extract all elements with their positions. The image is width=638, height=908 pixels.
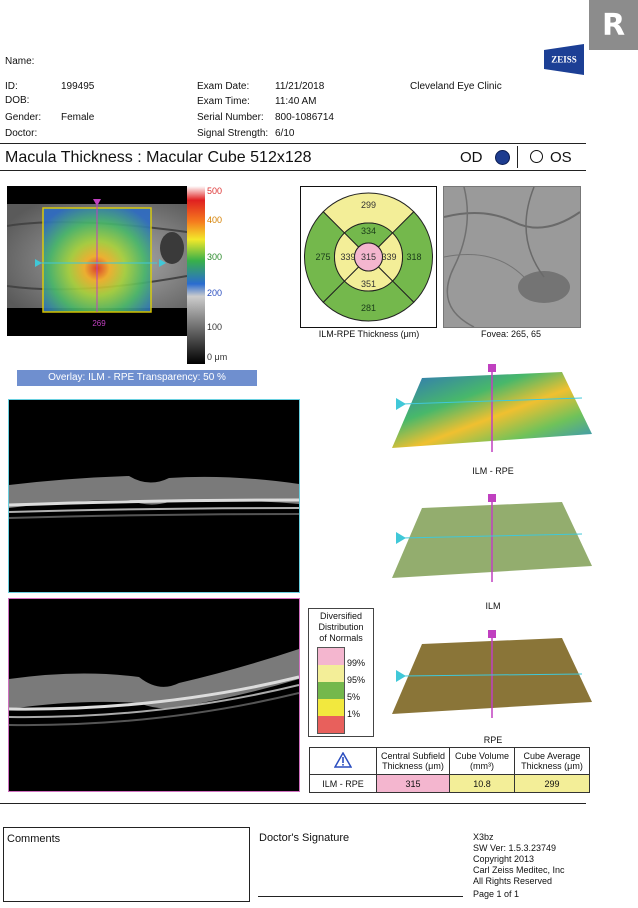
col-central-subfield: Central Subfield Thickness (μm) bbox=[376, 747, 450, 775]
serial-label: Serial Number: bbox=[197, 112, 264, 123]
rpe-3d-surface bbox=[392, 630, 592, 722]
scale-tick-200: 200 bbox=[207, 288, 223, 298]
level-1: 1% bbox=[347, 709, 361, 719]
etdrs-value: 299 bbox=[361, 200, 376, 210]
etdrs-value: 281 bbox=[361, 303, 376, 313]
software-info: X3bz SW Ver: 1.5.3.23749 Copyright 2013 … bbox=[473, 832, 565, 887]
sw-copyright: Copyright 2013 bbox=[473, 854, 535, 864]
exam-time-label: Exam Time: bbox=[197, 96, 250, 107]
level-99: 99% bbox=[347, 658, 366, 668]
center-subfield bbox=[354, 242, 383, 272]
central-subfield-value: 315 bbox=[376, 774, 450, 793]
scale-tick-300: 300 bbox=[207, 252, 223, 262]
etdrs-value: 334 bbox=[361, 226, 376, 236]
swatch-green bbox=[318, 682, 344, 699]
ilm-surface-label: ILM bbox=[485, 601, 501, 611]
distribution-title: Diversified Distribution of Normals bbox=[309, 609, 373, 644]
os-label: OS bbox=[550, 149, 572, 166]
horizontal-oct-bscan bbox=[8, 399, 300, 593]
doctor-label: Doctor: bbox=[5, 128, 38, 139]
eye-divider bbox=[517, 146, 518, 168]
etdrs-value: 275 bbox=[315, 252, 330, 262]
scale-tick-500: 500 bbox=[207, 186, 223, 196]
distribution-of-normals-legend: Diversified Distribution of Normals 99% … bbox=[308, 608, 374, 737]
distribution-title-line: Diversified bbox=[319, 611, 362, 621]
etdrs-value: 318 bbox=[406, 252, 421, 262]
clinic-name: Cleveland Eye Clinic bbox=[410, 81, 502, 92]
swatch-pink bbox=[318, 648, 344, 665]
etdrs-caption: ILM-RPE Thickness (μm) bbox=[318, 329, 420, 339]
od-selected-indicator bbox=[495, 150, 510, 165]
level-95: 95% bbox=[347, 675, 366, 685]
report-title: Macula Thickness : Macular Cube 512x128 bbox=[5, 149, 312, 166]
svg-text:ZEISS: ZEISS bbox=[551, 55, 577, 65]
signature-line[interactable] bbox=[258, 896, 463, 897]
etdrs-thickness-grid: 299 275 318 281 334 339 339 351 315 bbox=[300, 186, 437, 328]
scale-tick-100: 100 bbox=[207, 322, 223, 332]
thickness-color-scale bbox=[187, 186, 205, 364]
sw-code: X3bz bbox=[473, 832, 494, 842]
etdrs-value: 339 bbox=[381, 252, 396, 262]
signal-label: Signal Strength: bbox=[197, 128, 269, 139]
sw-company: Carl Zeiss Meditec, Inc bbox=[473, 865, 565, 875]
eye-side-badge: R bbox=[589, 0, 638, 50]
thickness-summary-table: Central Subfield Thickness (μm) Cube Vol… bbox=[309, 747, 590, 793]
fundus-thickness-map: 269 bbox=[7, 186, 187, 336]
id-label: ID: bbox=[5, 81, 18, 92]
scale-tick-0: 0 μm bbox=[207, 352, 228, 362]
id-value: 199495 bbox=[61, 81, 95, 92]
col-cube-average: Cube Average Thickness (μm) bbox=[514, 747, 590, 775]
serial-value: 800-1086714 bbox=[275, 112, 334, 123]
os-unselected-indicator bbox=[530, 150, 543, 163]
distribution-title-line: Distribution bbox=[318, 622, 364, 632]
ilm-rpe-3d-surface bbox=[392, 364, 592, 456]
distribution-swatch-stack bbox=[317, 647, 345, 734]
etdrs-value: 339 bbox=[340, 252, 355, 262]
cube-average-value: 299 bbox=[514, 774, 590, 793]
footer-rule bbox=[0, 803, 586, 804]
svg-text:269: 269 bbox=[92, 319, 106, 328]
exam-date-label: Exam Date: bbox=[197, 81, 250, 92]
vertical-oct-bscan bbox=[8, 598, 300, 792]
scale-tick-400: 400 bbox=[207, 215, 223, 225]
warning-icon bbox=[309, 747, 377, 775]
overlay-setting-bar[interactable]: Overlay: ILM - RPE Transparency: 50 % bbox=[17, 370, 257, 386]
etdrs-value: 351 bbox=[361, 279, 376, 289]
etdrs-value: 315 bbox=[361, 252, 376, 262]
swatch-red bbox=[318, 716, 344, 733]
dob-label: DOB: bbox=[5, 95, 30, 106]
fovea-caption: Fovea: 265, 65 bbox=[480, 329, 542, 339]
page-number: Page 1 of 1 bbox=[473, 889, 520, 899]
exam-date-value: 11/21/2018 bbox=[275, 81, 325, 92]
gender-value: Female bbox=[61, 112, 95, 123]
ilm-3d-surface bbox=[392, 494, 592, 586]
title-top-rule bbox=[0, 143, 586, 144]
row-label: ILM - RPE bbox=[309, 774, 377, 793]
comments-label: Comments bbox=[7, 833, 61, 845]
od-label: OD bbox=[460, 149, 483, 166]
comments-box[interactable]: Comments bbox=[3, 827, 250, 902]
col-cube-volume: Cube Volume (mm³) bbox=[449, 747, 515, 775]
sw-version: SW Ver: 1.5.3.23749 bbox=[473, 843, 557, 853]
ilm-rpe-surface-label: ILM - RPE bbox=[472, 466, 514, 476]
level-5: 5% bbox=[347, 692, 361, 702]
signature-label: Doctor's Signature bbox=[259, 832, 350, 844]
name-label: Name: bbox=[5, 56, 35, 67]
zeiss-logo: ZEISS bbox=[544, 44, 584, 75]
title-bottom-rule bbox=[0, 170, 586, 171]
sw-rights: All Rights Reserved bbox=[473, 876, 553, 886]
signal-value: 6/10 bbox=[275, 128, 295, 139]
fovea-slo-image bbox=[443, 186, 581, 328]
swatch-yellow bbox=[318, 665, 344, 682]
exam-time-value: 11:40 AM bbox=[275, 96, 317, 107]
gender-label: Gender: bbox=[5, 112, 42, 123]
swatch-bright-yellow bbox=[318, 699, 344, 716]
rpe-surface-label: RPE bbox=[483, 735, 503, 745]
cube-volume-value: 10.8 bbox=[449, 774, 515, 793]
distribution-title-line: of Normals bbox=[319, 633, 363, 643]
